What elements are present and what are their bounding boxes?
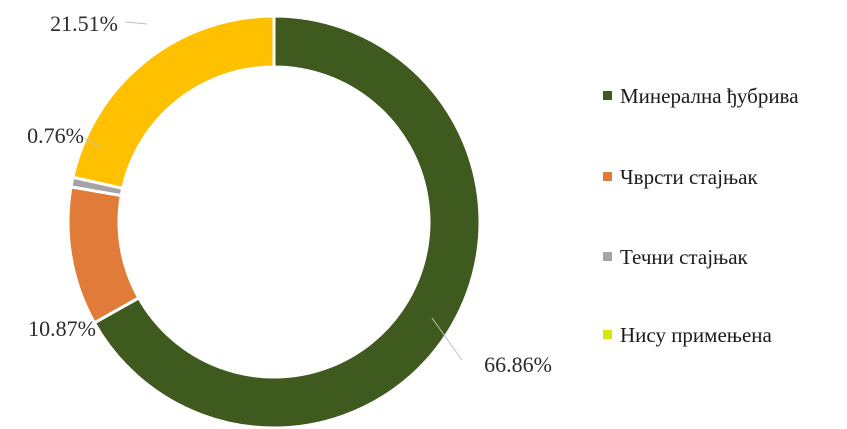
data-label-tecni: 0.76% xyxy=(27,123,84,148)
legend-label-mineralna: Минерална ђубрива xyxy=(620,84,799,108)
data-label-nisu: 21.51% xyxy=(50,11,118,36)
legend-swatch-cvrsti xyxy=(603,172,612,181)
donut-slices xyxy=(66,14,482,429)
legend-label-cvrsti: Чврсти стајњак xyxy=(620,165,758,189)
legend-swatch-tecni xyxy=(603,252,612,261)
legend-label-tecni: Течни стајњак xyxy=(620,245,749,269)
slice-nisu xyxy=(71,14,276,191)
slice-mineralna xyxy=(92,14,482,429)
legend: Минерална ђубрива Чврсти стајњак Течни с… xyxy=(603,84,799,347)
data-label-cvrsti: 10.87% xyxy=(28,316,96,341)
legend-swatch-mineralna xyxy=(603,91,612,100)
slice-cvrsti xyxy=(66,185,141,325)
leader-line-tecni xyxy=(83,137,103,149)
leader-line-mineralna xyxy=(431,317,463,361)
data-label-mineralna: 66.86% xyxy=(484,352,552,377)
leader-lines xyxy=(83,21,463,361)
leader-line-nisu xyxy=(124,21,148,25)
legend-label-nisu: Нису примењена xyxy=(620,323,773,347)
legend-swatch-nisu xyxy=(603,330,612,339)
